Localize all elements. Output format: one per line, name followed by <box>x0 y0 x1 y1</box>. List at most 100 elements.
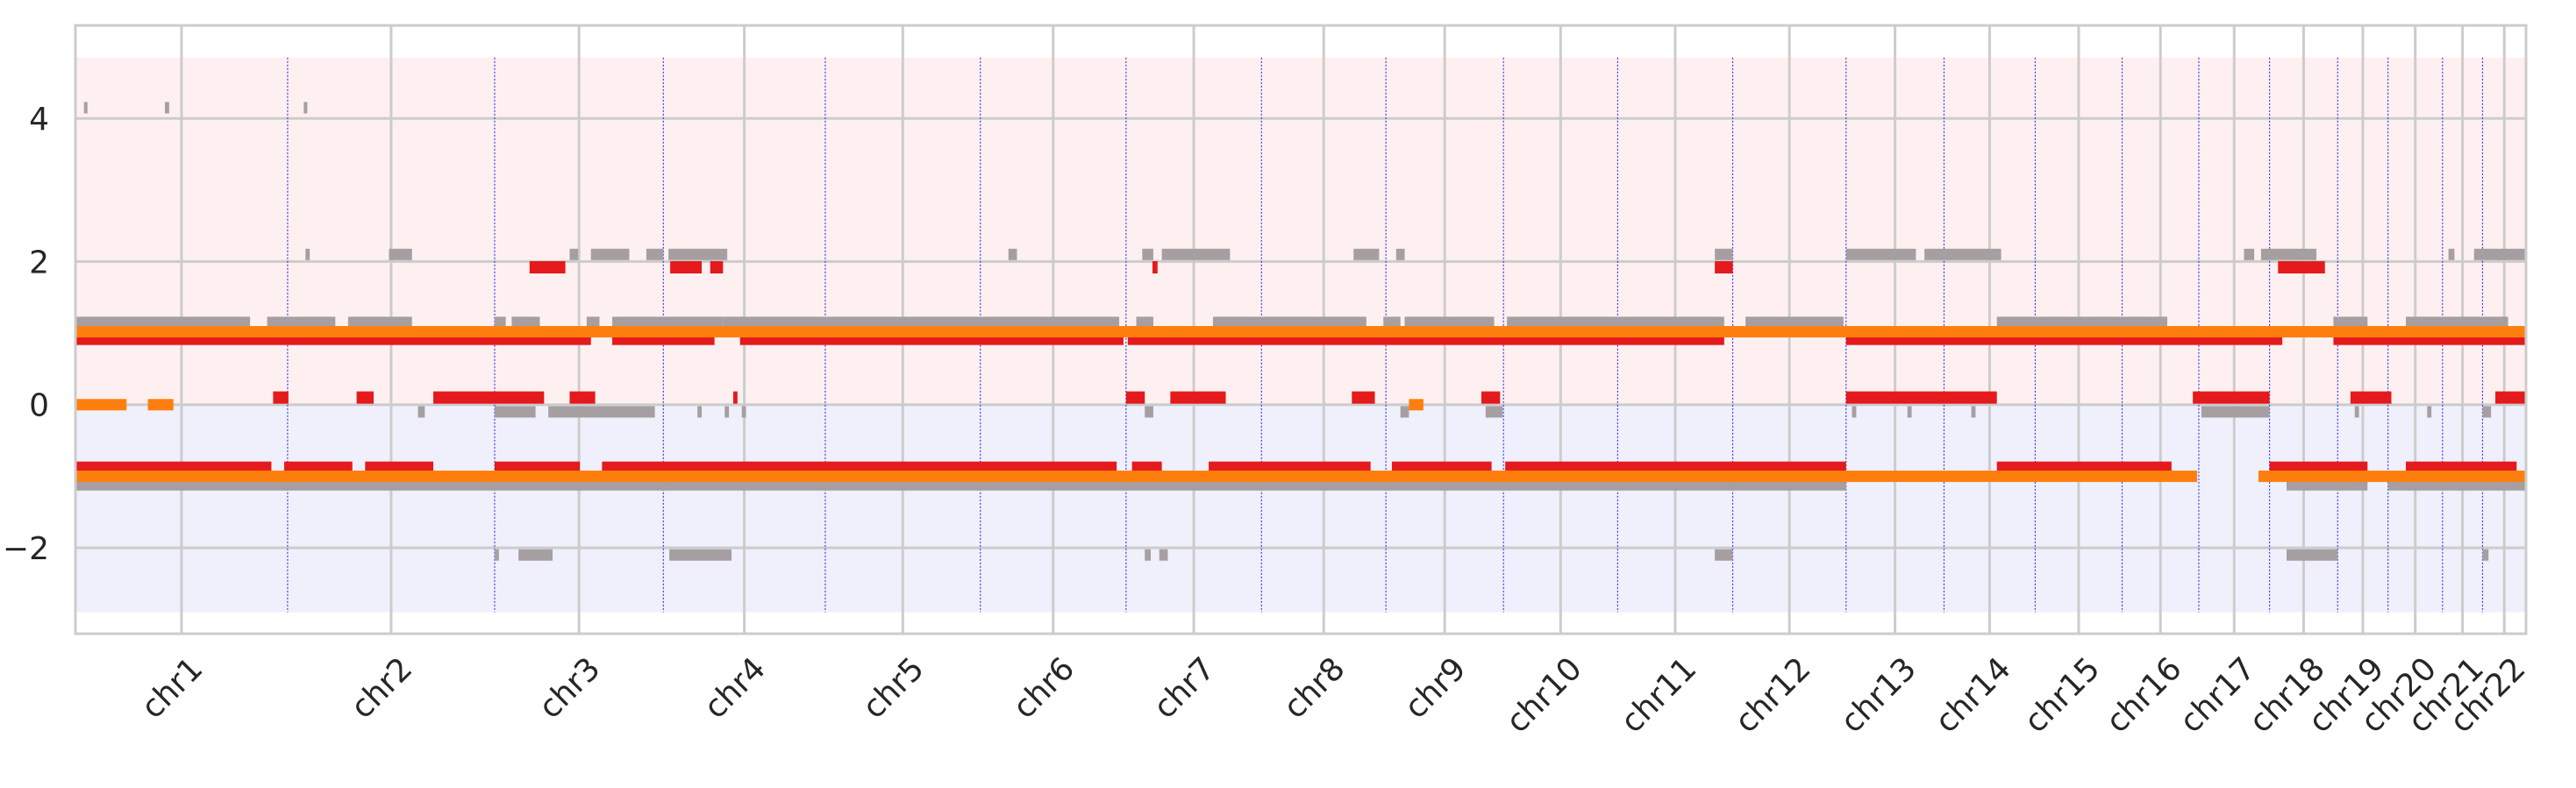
cnv-segment <box>1170 391 1226 404</box>
cnv-segment <box>1152 260 1158 273</box>
cnv-segment <box>75 316 251 329</box>
cnv-segment <box>741 406 746 418</box>
cnv-segment <box>347 316 412 329</box>
cnv-segment <box>586 316 600 329</box>
loss-band <box>75 404 2526 613</box>
cnv-segment <box>646 248 664 260</box>
cnv-segment <box>1745 316 1844 329</box>
cnv-segment <box>1971 406 1976 418</box>
cnv-segment <box>529 260 566 273</box>
cnv-segment <box>1395 248 1405 260</box>
cnv-segment <box>1924 248 2002 260</box>
y-tick-label: 2 <box>29 245 49 280</box>
cnv-segment <box>1386 479 1733 491</box>
cnv-segment <box>548 406 655 418</box>
cnv-segment <box>1159 549 1168 561</box>
cnv-segment <box>569 391 596 404</box>
cnv-segment <box>2473 248 2526 260</box>
cnv-segment <box>494 316 506 329</box>
cnv-segment <box>1732 479 1846 491</box>
cnv-segment <box>1142 248 1153 260</box>
plot-frame <box>74 24 2528 635</box>
cnv-segment <box>2260 248 2317 260</box>
cnv-segment <box>1409 399 1424 411</box>
cnv-segment <box>267 316 336 329</box>
cnv-segment <box>2387 479 2526 491</box>
cnv-segment <box>1715 260 1733 273</box>
cnv-segment <box>83 102 88 114</box>
cnv-segment <box>75 325 2526 337</box>
cnv-segment <box>1481 391 1501 404</box>
cnv-segment <box>590 248 630 260</box>
cnv-segment <box>1136 316 1153 329</box>
cnv-segment <box>1400 406 1409 418</box>
cnv-segment <box>2287 549 2338 561</box>
y-tick-label: 0 <box>29 388 49 424</box>
cnv-segment <box>1125 391 1145 404</box>
cnv-segment <box>669 549 732 561</box>
cnv-segment <box>732 391 738 404</box>
cnv-segment <box>417 406 425 418</box>
cnv-segment <box>2333 316 2368 329</box>
cnv-segment <box>2350 391 2392 404</box>
cnv-segment <box>518 549 553 561</box>
cnv-segment <box>1145 549 1152 561</box>
cnv-segment <box>1212 316 1366 329</box>
cnv-segment <box>670 260 703 273</box>
cnv-segment <box>663 479 1126 491</box>
cnv-segment <box>1996 316 2168 329</box>
cnv-segment <box>356 391 375 404</box>
cnv-segment <box>1715 248 1733 260</box>
cnv-segment <box>494 479 664 491</box>
cnv-segment <box>2193 391 2270 404</box>
cnv-segment <box>1161 248 1231 260</box>
y-tick-label: −2 <box>3 531 49 567</box>
cnv-segment <box>2244 248 2255 260</box>
cnv-segment <box>75 470 2198 482</box>
cnv-segment <box>1907 406 1912 418</box>
cnv-segment <box>2482 406 2492 418</box>
cnv-segment <box>1485 406 1503 418</box>
cnv-segment <box>1352 391 1375 404</box>
cnv-segment <box>2495 391 2526 404</box>
cnv-segment <box>710 260 724 273</box>
cnv-segment <box>75 479 495 491</box>
cnv-segment <box>724 406 730 418</box>
cnv-segment <box>389 248 412 260</box>
cnv-segment <box>303 102 308 114</box>
cnv-segment <box>1507 316 1724 329</box>
cnv-segment <box>1715 549 1733 561</box>
series-2 <box>75 325 2526 482</box>
cnv-segment <box>1845 391 1997 404</box>
cnv-segment <box>1404 316 1495 329</box>
cnv-segment <box>2427 406 2432 418</box>
cnv-segment <box>494 406 536 418</box>
cnv-segment <box>1008 248 1017 260</box>
cnv-segment <box>511 316 540 329</box>
cnv-segment <box>147 399 174 411</box>
cnv-segment <box>612 316 724 329</box>
cnv-segment <box>2287 479 2368 491</box>
cnv-segment <box>2258 470 2526 482</box>
cnv-segment <box>1125 479 1387 491</box>
y-tick-label: 4 <box>29 102 49 138</box>
y-tick-labels: 4 2 0 −2 <box>3 102 49 567</box>
bands-layer <box>75 57 2526 613</box>
cnv-segment <box>494 549 499 561</box>
cnv-segment <box>165 102 169 114</box>
cnv-segment <box>668 248 728 260</box>
cnv-segment <box>2278 260 2325 273</box>
series-layer <box>75 102 2526 561</box>
cnv-segment <box>723 316 1120 329</box>
cnv-segment <box>433 391 545 404</box>
cnv-segment <box>569 248 579 260</box>
cnv-segment <box>2482 549 2489 561</box>
gain-band <box>75 57 2526 405</box>
cnv-segment <box>1383 316 1401 329</box>
cnv-segment <box>75 399 127 411</box>
cnv-segment <box>2406 316 2508 329</box>
cnv-segment <box>1852 406 1857 418</box>
series-0 <box>75 102 2526 561</box>
